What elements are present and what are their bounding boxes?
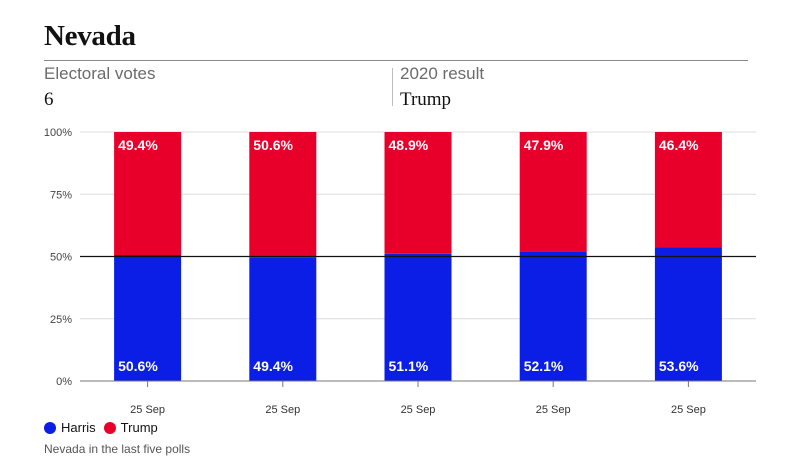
y-tick-label: 75% bbox=[50, 189, 72, 201]
trump-value-label: 50.6% bbox=[253, 137, 293, 153]
trump-bar bbox=[654, 132, 722, 248]
harris-value-label: 49.4% bbox=[253, 358, 293, 374]
trump-bar bbox=[249, 132, 317, 258]
previous-result-label: 2020 result bbox=[400, 64, 485, 83]
harris-bar bbox=[384, 253, 452, 381]
previous-result-value: Trump bbox=[400, 89, 452, 110]
trump-bar bbox=[519, 132, 587, 252]
x-tick-label: 25 Sep bbox=[130, 404, 165, 416]
harris-bar bbox=[519, 251, 587, 381]
legend-item-trump: Trump bbox=[103, 420, 158, 435]
trump-bar bbox=[114, 132, 182, 256]
x-tick-label: 25 Sep bbox=[401, 404, 436, 416]
harris-bar bbox=[654, 247, 722, 381]
legend-label: Trump bbox=[120, 420, 158, 435]
title-divider bbox=[44, 60, 748, 61]
y-tick-label: 25% bbox=[50, 314, 72, 326]
trump-value-label: 48.9% bbox=[389, 137, 429, 153]
trump-swatch-icon bbox=[103, 421, 116, 434]
harris-bar bbox=[114, 255, 182, 381]
x-tick-label: 25 Sep bbox=[536, 404, 571, 416]
x-tick-label: 25 Sep bbox=[671, 404, 706, 416]
legend-label: Harris bbox=[61, 420, 96, 435]
legend: Harris Trump bbox=[44, 420, 166, 435]
y-tick-label: 100% bbox=[44, 127, 72, 139]
harris-value-label: 53.6% bbox=[659, 358, 699, 374]
harris-bar bbox=[249, 257, 317, 381]
page-title: Nevada bbox=[44, 20, 136, 52]
chart-footnote: Nevada in the last five polls bbox=[44, 442, 191, 456]
poll-bar-chart: 0% 25% 50% 75% 100% 49.4% 50.6% 25 Sep 50.6% 49.4… bbox=[44, 127, 756, 416]
electoral-votes-label: Electoral votes bbox=[44, 64, 156, 83]
electoral-votes-value: 6 bbox=[44, 89, 54, 110]
harris-swatch-icon bbox=[44, 421, 56, 434]
meta-separator bbox=[392, 68, 393, 106]
y-tick-label: 50% bbox=[50, 252, 72, 264]
trump-value-label: 47.9% bbox=[524, 137, 564, 153]
y-tick-label: 0% bbox=[56, 376, 72, 388]
x-tick-label: 25 Sep bbox=[265, 404, 300, 416]
harris-value-label: 52.1% bbox=[524, 358, 564, 374]
legend-item-harris: Harris bbox=[44, 420, 96, 435]
trump-value-label: 49.4% bbox=[118, 137, 158, 153]
trump-value-label: 46.4% bbox=[659, 137, 699, 153]
trump-bar bbox=[384, 132, 452, 254]
harris-value-label: 51.1% bbox=[389, 358, 429, 374]
harris-value-label: 50.6% bbox=[118, 358, 158, 374]
